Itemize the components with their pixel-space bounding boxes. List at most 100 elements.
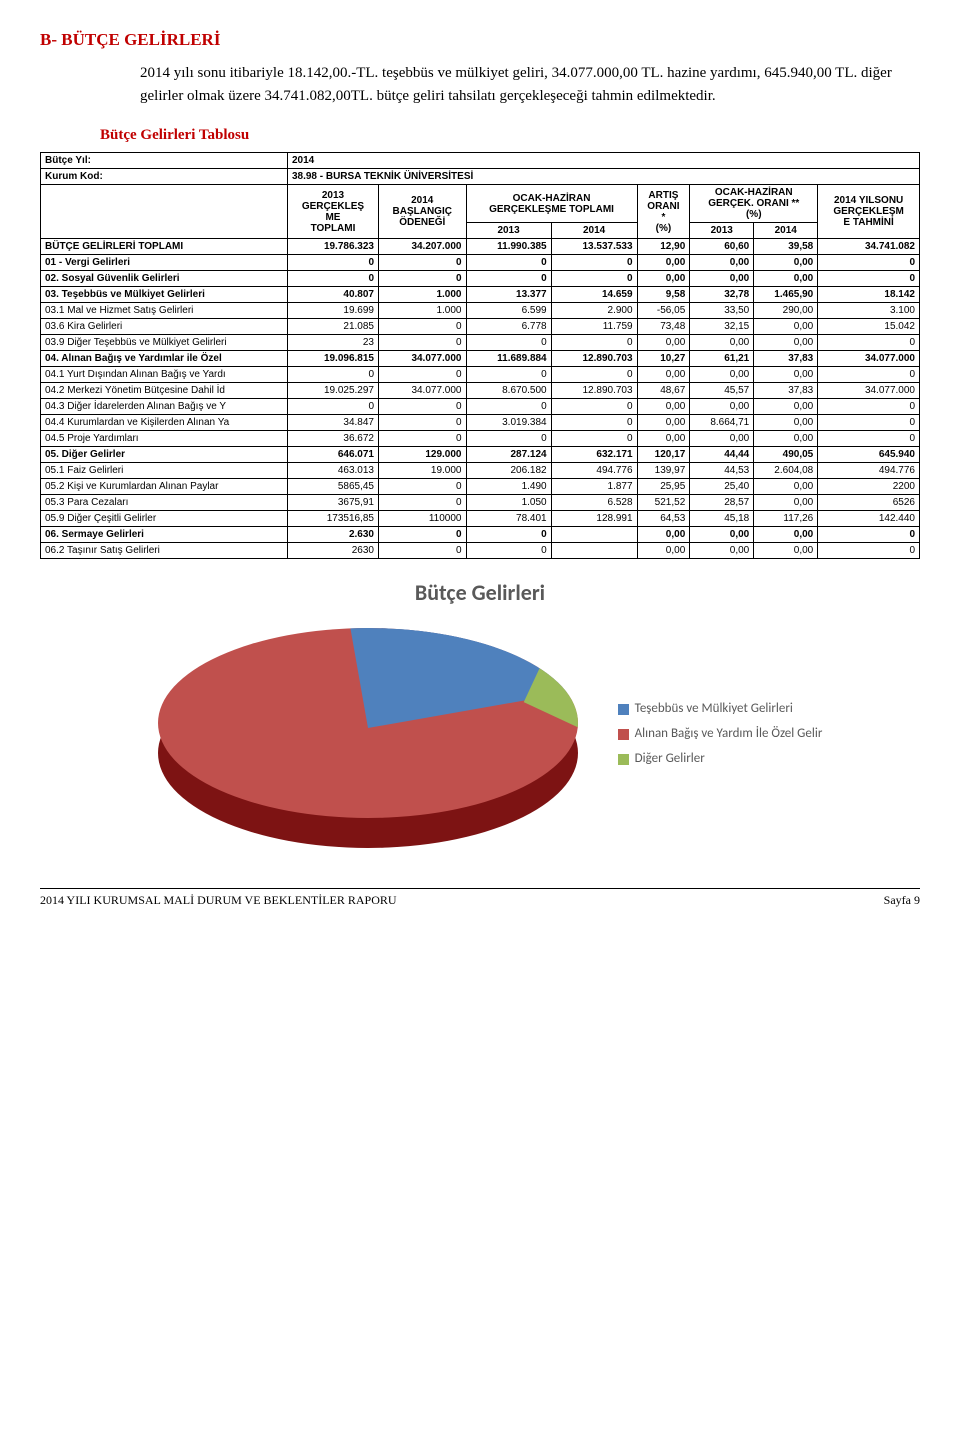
cell: 0: [551, 415, 637, 431]
cell: 0: [379, 271, 467, 287]
pie-top: [158, 628, 578, 818]
cell: 23: [287, 335, 378, 351]
cell: 0,00: [754, 527, 818, 543]
cell: 2.630: [287, 527, 378, 543]
table-row: 02. Sosyal Güvenlik Gelirleri00000,000,0…: [41, 271, 920, 287]
cell: 3.100: [818, 303, 920, 319]
legend-swatch: [618, 754, 629, 765]
row-label: 03.1 Mal ve Hizmet Satış Gelirleri: [41, 303, 288, 319]
cell: 19.786.323: [287, 239, 378, 255]
cell: 0: [379, 367, 467, 383]
cell: 37,83: [754, 383, 818, 399]
chart-body: Teşebbüs ve Mülkiyet GelirleriAlınan Bağ…: [40, 618, 920, 858]
table-row: BÜTÇE GELİRLERİ TOPLAMI19.786.32334.207.…: [41, 239, 920, 255]
cell: 2200: [818, 479, 920, 495]
cell: 120,17: [637, 447, 690, 463]
row-label: 05.3 Para Cezaları: [41, 495, 288, 511]
year-label: Bütçe Yıl:: [41, 153, 288, 169]
cell: 0,00: [754, 399, 818, 415]
header-row-1: 2013 GERÇEKLEŞ ME TOPLAMI 2014 BAŞLANGIÇ…: [41, 185, 920, 223]
cell: 0: [818, 255, 920, 271]
table-title: Bütçe Gelirleri Tablosu: [100, 127, 920, 144]
cell: 8.670.500: [466, 383, 551, 399]
row-label: 06.2 Taşınır Satış Gelirleri: [41, 543, 288, 559]
cell: 45,57: [690, 383, 754, 399]
table-row: 03.1 Mal ve Hizmet Satış Gelirleri19.699…: [41, 303, 920, 319]
cell: 0: [379, 415, 467, 431]
cell: 19.096.815: [287, 351, 378, 367]
cell: 632.171: [551, 447, 637, 463]
cell: 0: [379, 431, 467, 447]
cell: 0: [379, 527, 467, 543]
table-row: 03.9 Diğer Teşebbüs ve Mülkiyet Gelirler…: [41, 335, 920, 351]
cell: 9,58: [637, 287, 690, 303]
cell: 12.890.703: [551, 383, 637, 399]
cell: 0: [818, 431, 920, 447]
cell: 34.207.000: [379, 239, 467, 255]
pie-chart: [138, 618, 598, 858]
cell: 646.071: [287, 447, 378, 463]
chart-container: Bütçe Gelirleri Teşebbüs ve Mülkiyet Gel…: [40, 579, 920, 858]
cell: 8.664,71: [690, 415, 754, 431]
cell: 0,00: [754, 255, 818, 271]
cell: 13.537.533: [551, 239, 637, 255]
cell: 25,40: [690, 479, 754, 495]
col-2013b: 2013: [690, 223, 754, 239]
cell: 44,44: [690, 447, 754, 463]
inst-value: 38.98 - BURSA TEKNİK ÜNİVERSİTESİ: [287, 169, 919, 185]
table-row: 03. Teşebbüs ve Mülkiyet Gelirleri40.807…: [41, 287, 920, 303]
cell: 11.990.385: [466, 239, 551, 255]
cell: 0: [551, 255, 637, 271]
col-2013a: 2013: [466, 223, 551, 239]
cell: [551, 543, 637, 559]
cell: 0: [379, 543, 467, 559]
cell: 39,58: [754, 239, 818, 255]
cell: 139,97: [637, 463, 690, 479]
cell: 1.000: [379, 287, 467, 303]
cell: 0: [379, 479, 467, 495]
cell: 0,00: [754, 367, 818, 383]
cell: 1.877: [551, 479, 637, 495]
year-value: 2014: [287, 153, 919, 169]
cell: 34.077.000: [379, 383, 467, 399]
cell: 1.000: [379, 303, 467, 319]
legend-item: Alınan Bağış ve Yardım İle Özel Gelir: [618, 726, 823, 741]
row-label: 03.6 Kira Gelirleri: [41, 319, 288, 335]
row-label: 01 - Vergi Gelirleri: [41, 255, 288, 271]
cell: 19.000: [379, 463, 467, 479]
cell: 0: [818, 415, 920, 431]
col-gercek-orani: OCAK-HAZİRAN GERÇEK. ORANI ** (%): [690, 185, 818, 223]
cell: 0,00: [754, 271, 818, 287]
cell: 2630: [287, 543, 378, 559]
pie-3d: [158, 628, 578, 838]
chart-title: Bütçe Gelirleri: [40, 579, 920, 606]
cell: 0,00: [637, 335, 690, 351]
pie-slice-1b: [398, 628, 578, 658]
cell: 64,53: [637, 511, 690, 527]
cell: 128.991: [551, 511, 637, 527]
cell: 44,53: [690, 463, 754, 479]
cell: 25,95: [637, 479, 690, 495]
cell: 110000: [379, 511, 467, 527]
intro-paragraph: 2014 yılı sonu itibariyle 18.142,00.-TL.…: [40, 62, 920, 107]
meta-row-year: Bütçe Yıl: 2014: [41, 153, 920, 169]
cell: [551, 527, 637, 543]
cell: 61,21: [690, 351, 754, 367]
cell: 0,00: [690, 431, 754, 447]
cell: 0: [551, 271, 637, 287]
cell: 45,18: [690, 511, 754, 527]
row-label: 05. Diğer Gelirler: [41, 447, 288, 463]
cell: 645.940: [818, 447, 920, 463]
cell: 33,50: [690, 303, 754, 319]
table-row: 04.1 Yurt Dışından Alınan Bağış ve Yardı…: [41, 367, 920, 383]
cell: 3.019.384: [466, 415, 551, 431]
cell: 0: [379, 399, 467, 415]
row-label: 05.9 Diğer Çeşitli Gelirler: [41, 511, 288, 527]
cell: 0: [287, 255, 378, 271]
cell: 73,48: [637, 319, 690, 335]
cell: 0,00: [637, 399, 690, 415]
cell: 48,67: [637, 383, 690, 399]
cell: 21.085: [287, 319, 378, 335]
cell: 40.807: [287, 287, 378, 303]
cell: 117,26: [754, 511, 818, 527]
